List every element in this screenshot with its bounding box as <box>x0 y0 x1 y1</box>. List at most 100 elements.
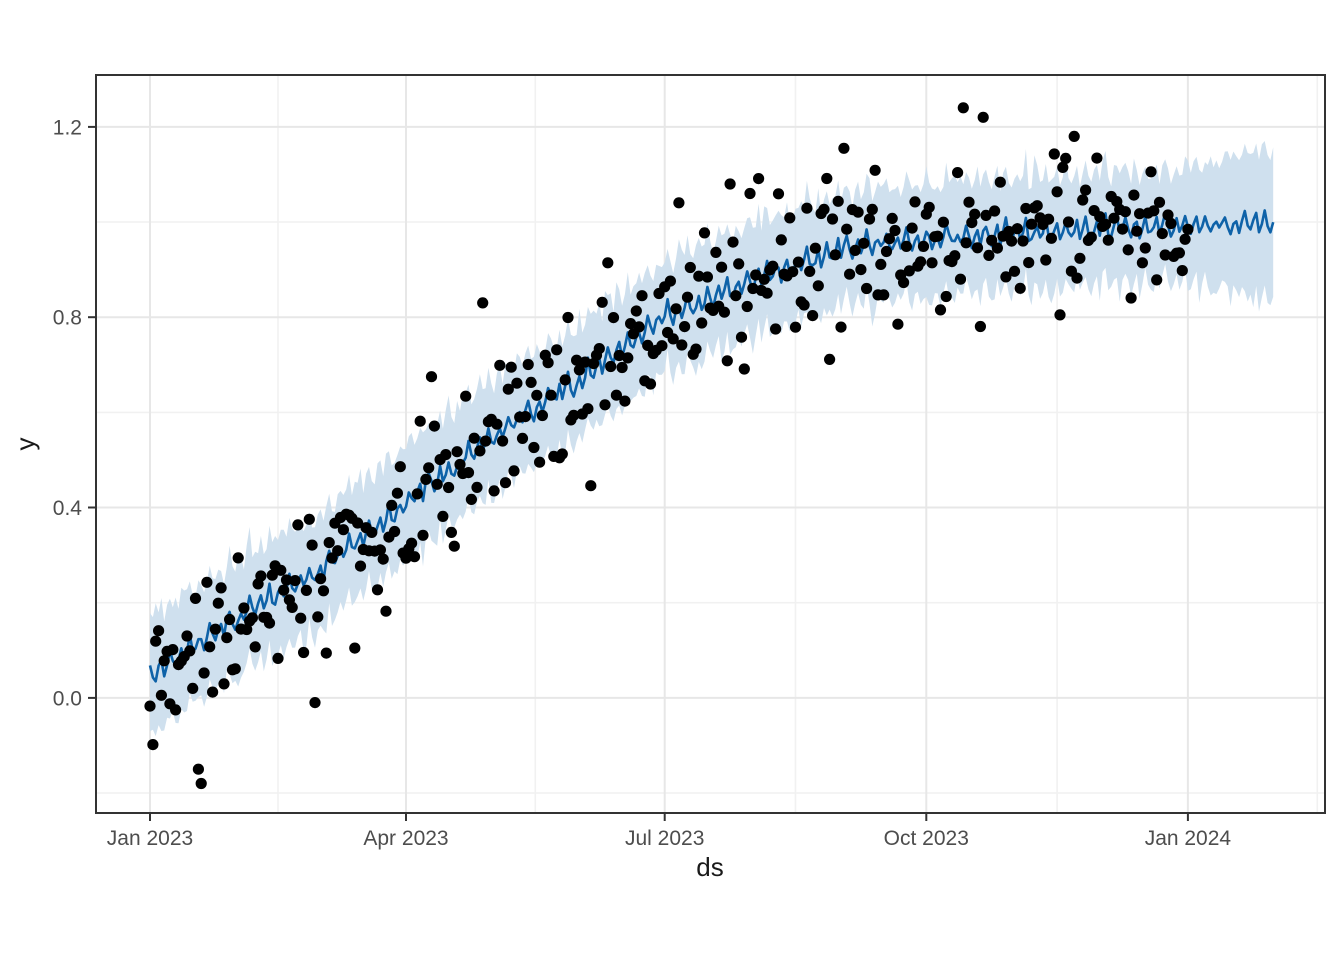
uncertainty-band <box>150 141 1274 737</box>
data-point <box>246 612 258 624</box>
data-point <box>900 240 913 252</box>
data-point <box>522 358 534 371</box>
data-point <box>488 485 500 497</box>
data-point <box>354 560 367 572</box>
data-point <box>585 480 597 492</box>
data-point <box>579 356 591 368</box>
data-point <box>497 435 509 447</box>
data-point <box>320 647 332 659</box>
data-point <box>1153 196 1166 208</box>
data-point <box>448 540 460 552</box>
data-point <box>1176 265 1188 277</box>
data-point <box>863 213 876 225</box>
data-point <box>1062 216 1075 228</box>
data-point <box>394 461 406 473</box>
data-point <box>303 513 315 525</box>
x-tick-label: Jul 2023 <box>625 827 704 850</box>
data-point <box>1116 223 1129 235</box>
data-point <box>824 353 836 365</box>
data-point <box>826 213 839 225</box>
data-point <box>1182 223 1194 235</box>
data-point <box>960 237 972 249</box>
data-point <box>883 233 896 245</box>
data-point <box>221 632 233 644</box>
data-point <box>471 481 483 493</box>
data-point <box>616 361 628 374</box>
data-point <box>494 359 506 371</box>
data-point <box>1094 211 1106 223</box>
data-point <box>770 323 782 335</box>
data-point <box>408 551 421 563</box>
data-point <box>337 524 349 536</box>
data-point <box>741 300 753 313</box>
data-point <box>505 361 517 373</box>
data-point <box>613 349 625 362</box>
data-point <box>789 321 802 333</box>
data-point <box>215 582 227 594</box>
data-point <box>502 383 514 395</box>
data-point <box>775 234 787 246</box>
data-point <box>821 172 833 185</box>
data-point <box>1151 274 1163 286</box>
data-point <box>809 242 822 254</box>
data-point <box>371 584 384 596</box>
data-point <box>153 625 165 637</box>
data-point <box>593 343 605 355</box>
data-point <box>940 290 952 303</box>
data-point <box>753 173 765 185</box>
data-point <box>829 249 841 261</box>
data-point <box>1057 161 1069 173</box>
data-point <box>582 403 594 415</box>
data-point <box>431 478 443 490</box>
data-point <box>1080 184 1092 196</box>
data-point <box>716 261 728 273</box>
data-point <box>934 304 947 316</box>
data-point <box>880 245 893 258</box>
data-point <box>1125 292 1137 304</box>
data-point <box>1051 186 1063 198</box>
data-point <box>644 378 657 390</box>
y-tick-label: 0.0 <box>53 687 82 710</box>
data-point <box>445 526 457 539</box>
data-point <box>167 644 179 656</box>
data-point <box>667 333 679 345</box>
data-point <box>710 246 722 258</box>
data-point <box>767 260 779 272</box>
data-point <box>787 266 799 278</box>
data-point <box>1085 231 1097 243</box>
data-point <box>610 389 623 401</box>
data-point <box>977 111 989 123</box>
data-point <box>761 287 773 299</box>
data-point <box>989 205 1001 217</box>
data-point <box>701 271 714 283</box>
data-point <box>915 256 927 268</box>
data-point <box>1074 252 1086 264</box>
data-point <box>289 575 301 587</box>
data-point <box>366 526 378 539</box>
data-point <box>1165 217 1177 230</box>
data-point <box>636 290 648 302</box>
data-point <box>386 499 398 511</box>
data-point <box>969 208 981 220</box>
x-tick-label: Apr 2023 <box>363 827 448 850</box>
data-point <box>568 409 580 421</box>
data-point <box>192 763 204 775</box>
data-point <box>886 212 898 224</box>
data-point <box>374 544 386 556</box>
data-point <box>807 310 819 322</box>
data-point <box>1077 194 1089 206</box>
data-point <box>170 704 182 716</box>
data-point <box>971 242 984 254</box>
data-point <box>1017 235 1029 247</box>
data-point <box>758 273 770 285</box>
data-point <box>238 602 250 614</box>
data-point <box>315 573 327 585</box>
data-point <box>425 371 438 383</box>
data-point <box>292 519 304 531</box>
data-point <box>389 525 401 538</box>
data-point <box>991 242 1004 254</box>
data-point <box>1006 235 1018 247</box>
data-point <box>414 415 426 427</box>
data-point <box>1054 309 1066 321</box>
